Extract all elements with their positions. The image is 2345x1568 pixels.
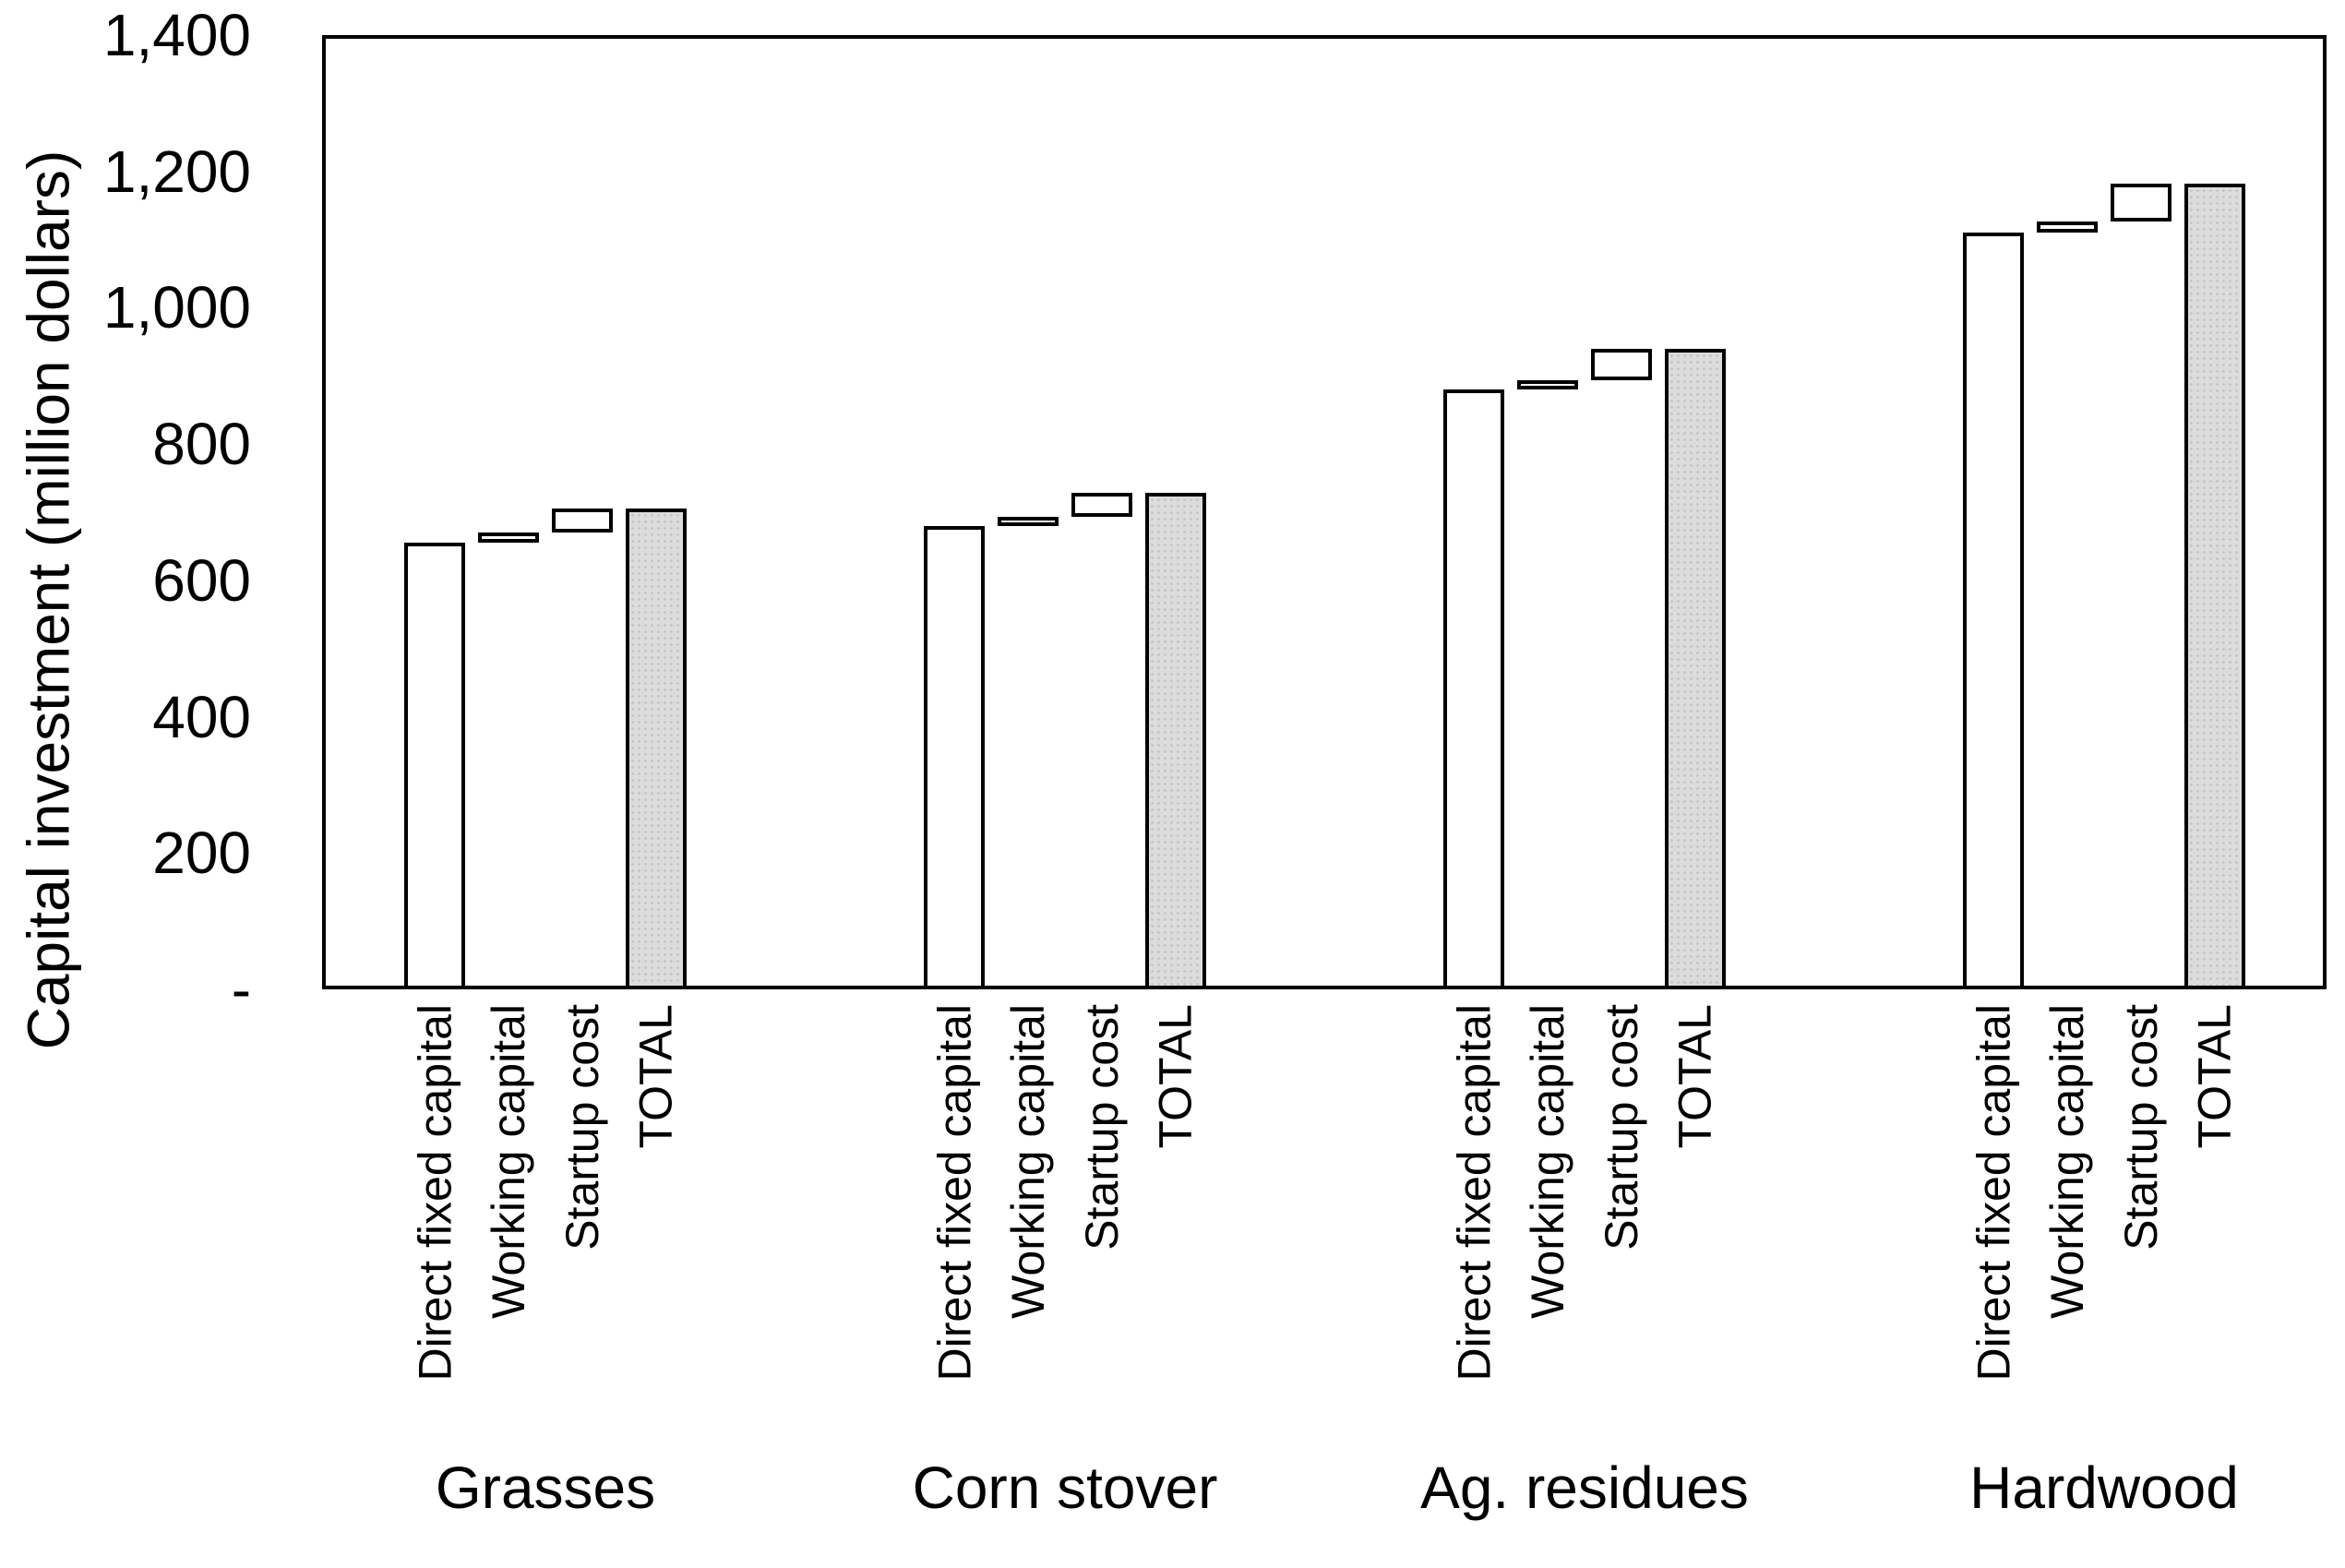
bar-hardwood-startup-cost <box>2111 184 2172 222</box>
group-label-corn-stover: Corn stover <box>912 1454 1218 1521</box>
x-tick-label-startup-cost: Startup cost <box>556 1004 608 1251</box>
y-tick-label-200: 200 <box>152 820 251 887</box>
y-tick-label-1200: 1,200 <box>102 138 251 205</box>
x-tick-label-total: TOTAL <box>1150 1004 1202 1149</box>
bar-grasses-working-capital <box>478 533 539 544</box>
bar-grasses-direct-fixed-capital <box>404 543 465 989</box>
x-tick-label-direct-fixed-capital: Direct fixed capital <box>928 1004 980 1382</box>
bar-corn-stover-direct-fixed-capital <box>924 525 985 989</box>
x-tick-label-total: TOTAL <box>2189 1004 2241 1149</box>
y-tick-label-1400: 1,400 <box>102 2 251 68</box>
x-tick-label-direct-fixed-capital: Direct fixed capital <box>1448 1004 1500 1382</box>
bar-ag-residues-direct-fixed-capital <box>1443 389 1504 989</box>
x-tick-label-working-capital: Working capital <box>1522 1004 1573 1319</box>
group-label-hardwood: Hardwood <box>1969 1454 2239 1521</box>
x-tick-label-startup-cost: Startup cost <box>1076 1004 1128 1251</box>
x-tick-label-startup-cost: Startup cost <box>1596 1004 1647 1251</box>
group-label-grasses: Grasses <box>435 1454 656 1521</box>
bar-ag-residues-total <box>1665 349 1726 989</box>
y-tick-label-400: 400 <box>152 683 251 750</box>
x-tick-label-working-capital: Working capital <box>483 1004 534 1319</box>
bar-corn-stover-working-capital <box>998 517 1059 526</box>
y-tick-label-800: 800 <box>152 411 251 478</box>
x-tick-label-total: TOTAL <box>630 1004 682 1149</box>
x-tick-label-total: TOTAL <box>1669 1004 1721 1149</box>
x-tick-label-startup-cost: Startup cost <box>2115 1004 2167 1251</box>
bar-hardwood-total <box>2184 184 2245 989</box>
bar-ag-residues-startup-cost <box>1591 349 1652 380</box>
bar-corn-stover-total <box>1145 493 1206 989</box>
bar-grasses-total <box>626 509 687 989</box>
bar-grasses-startup-cost <box>552 509 613 533</box>
x-tick-label-working-capital: Working capital <box>2041 1004 2093 1319</box>
bar-hardwood-working-capital <box>2037 221 2098 233</box>
bar-hardwood-direct-fixed-capital <box>1963 233 2024 989</box>
x-tick-label-working-capital: Working capital <box>1002 1004 1054 1319</box>
x-tick-label-direct-fixed-capital: Direct fixed capital <box>1968 1004 2019 1382</box>
bar-corn-stover-startup-cost <box>1071 493 1132 518</box>
group-label-ag-residues: Ag. residues <box>1420 1454 1749 1521</box>
y-tick-label-600: 600 <box>152 546 251 614</box>
plot-area-frame <box>322 35 2327 989</box>
bar-ag-residues-working-capital <box>1517 379 1578 390</box>
x-tick-label-direct-fixed-capital: Direct fixed capital <box>409 1004 461 1382</box>
y-tick-label-1000: 1,000 <box>102 274 251 341</box>
y-tick-label-0: - <box>231 956 251 1023</box>
